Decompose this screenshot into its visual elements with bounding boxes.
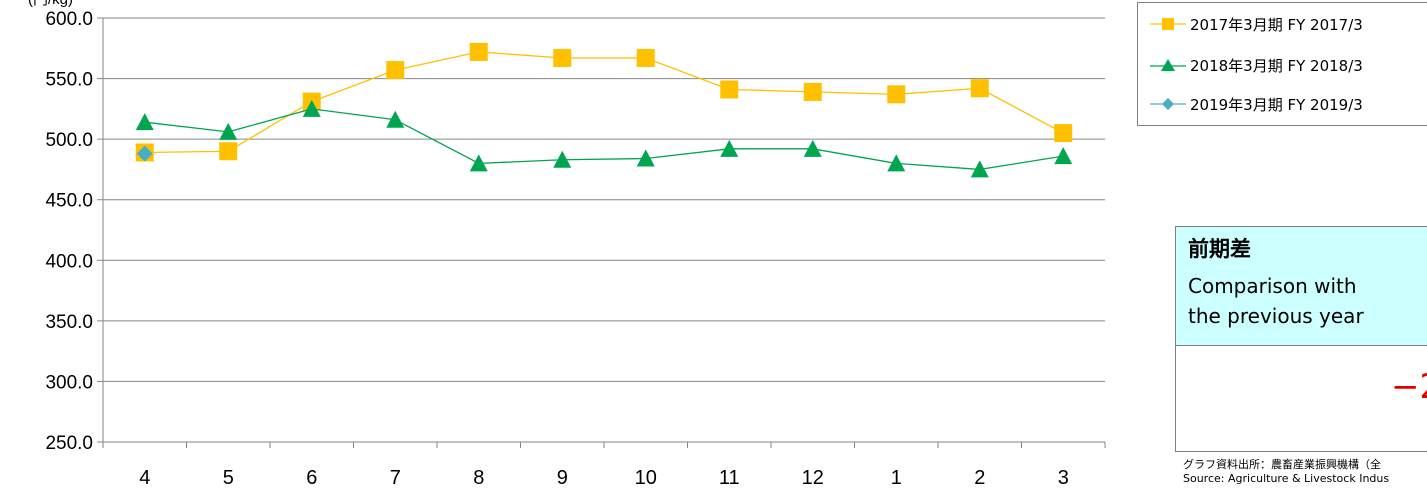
data-point-square bbox=[803, 82, 822, 101]
series-line bbox=[144, 51, 1064, 154]
x-tick-labels: 4 5 6 7 8 9 10 11 12 1 2 3 bbox=[139, 467, 1069, 488]
data-point-triangle bbox=[887, 154, 906, 172]
y-tick-label: 300.0 bbox=[45, 372, 93, 393]
source-jp: グラフ資料出所：農畜産業振興機構（全 bbox=[1183, 458, 1381, 471]
series-line bbox=[144, 108, 1064, 171]
data-point-triangle bbox=[135, 113, 154, 131]
comparison-subtitle-line1: Comparison with bbox=[1188, 274, 1357, 298]
x-tick-label: 9 bbox=[557, 467, 568, 488]
data-point-triangle bbox=[553, 150, 572, 168]
y-tick-label: 550.0 bbox=[45, 70, 93, 91]
y-unit-label: (円/kg) bbox=[28, 0, 73, 8]
data-point-square bbox=[1054, 124, 1073, 143]
x-tick-label: 11 bbox=[719, 467, 740, 488]
x-tick-label: 7 bbox=[390, 467, 401, 488]
legend-item-2019: 2019年3月期 FY 2019/3 bbox=[1150, 89, 1363, 119]
data-point-square bbox=[386, 61, 405, 80]
comparison-title: 前期差 bbox=[1188, 237, 1251, 261]
data-point-triangle bbox=[636, 149, 655, 167]
series-1 bbox=[135, 99, 1073, 178]
comparison-box: 前期差 Comparison with the previous year −2 bbox=[1175, 226, 1427, 452]
legend-swatch-diamond-icon bbox=[1150, 98, 1186, 110]
x-tick-label: 4 bbox=[139, 467, 150, 488]
data-point-triangle bbox=[970, 160, 989, 178]
line-chart: 600.0 550.0 500.0 450.0 400.0 350.0 300.0 250.0… bbox=[28, 0, 1106, 488]
legend-swatch-square-icon bbox=[1150, 18, 1186, 30]
series-lines bbox=[135, 42, 1073, 178]
data-point-square bbox=[636, 48, 655, 67]
data-point-diamond bbox=[136, 145, 153, 162]
legend-label: 2018年3月期 FY 2018/3 bbox=[1190, 56, 1363, 75]
source-en: Source: Agriculture & Livestock Indus bbox=[1183, 472, 1390, 485]
data-point-triangle bbox=[1054, 147, 1073, 165]
x-tick-label: 10 bbox=[635, 467, 657, 488]
data-point-triangle bbox=[386, 110, 405, 128]
y-tick-label: 400.0 bbox=[45, 251, 93, 272]
legend-swatch-triangle-icon bbox=[1150, 59, 1186, 71]
legend-label: 2017年3月期 FY 2017/3 bbox=[1190, 15, 1363, 34]
series-0 bbox=[135, 42, 1073, 162]
x-tick-label: 5 bbox=[223, 467, 234, 488]
legend-label: 2019年3月期 FY 2019/3 bbox=[1190, 95, 1363, 114]
x-tick-label: 1 bbox=[891, 467, 902, 488]
y-tick-label: 500.0 bbox=[45, 130, 93, 151]
y-tick-label: 600.0 bbox=[45, 9, 93, 30]
source-note: グラフ資料出所：農畜産業振興機構（全 Source: Agriculture &… bbox=[1183, 458, 1389, 486]
data-point-triangle bbox=[469, 154, 488, 172]
x-tick-label: 8 bbox=[473, 467, 484, 488]
legend-item-2017: 2017年3月期 FY 2017/3 bbox=[1150, 9, 1363, 39]
data-point-triangle bbox=[302, 99, 321, 117]
y-tick-label: 250.0 bbox=[45, 433, 93, 454]
x-tick-label: 2 bbox=[974, 467, 985, 488]
comparison-header: 前期差 Comparison with the previous year bbox=[1176, 227, 1427, 346]
legend-item-2018: 2018年3月期 FY 2018/3 bbox=[1150, 50, 1363, 80]
data-point-square bbox=[720, 80, 739, 99]
data-point-square bbox=[219, 142, 238, 161]
y-tick-label: 350.0 bbox=[45, 312, 93, 333]
data-point-square bbox=[553, 48, 572, 67]
axes bbox=[97, 17, 1106, 448]
comparison-value: −2 bbox=[1391, 367, 1427, 407]
data-point-square bbox=[970, 79, 989, 98]
comparison-subtitle: Comparison with the previous year bbox=[1188, 271, 1427, 331]
x-tick-label: 3 bbox=[1058, 467, 1069, 488]
chart-legend: 2017年3月期 FY 2017/3 2018年3月期 FY 2018/3 20… bbox=[1137, 2, 1427, 126]
x-tick-label: 12 bbox=[802, 467, 824, 488]
series-2 bbox=[136, 145, 153, 162]
data-point-triangle bbox=[803, 139, 822, 157]
comparison-subtitle-line2: the previous year bbox=[1188, 304, 1364, 328]
data-point-triangle bbox=[219, 122, 238, 140]
y-tick-labels: 600.0 550.0 500.0 450.0 400.0 350.0 300.0 250.0 bbox=[45, 9, 93, 454]
data-point-square bbox=[887, 85, 906, 104]
data-point-triangle bbox=[720, 139, 739, 157]
gridlines bbox=[103, 17, 1105, 443]
y-tick-label: 450.0 bbox=[45, 191, 93, 212]
data-point-square bbox=[469, 42, 488, 61]
x-tick-label: 6 bbox=[306, 467, 317, 488]
